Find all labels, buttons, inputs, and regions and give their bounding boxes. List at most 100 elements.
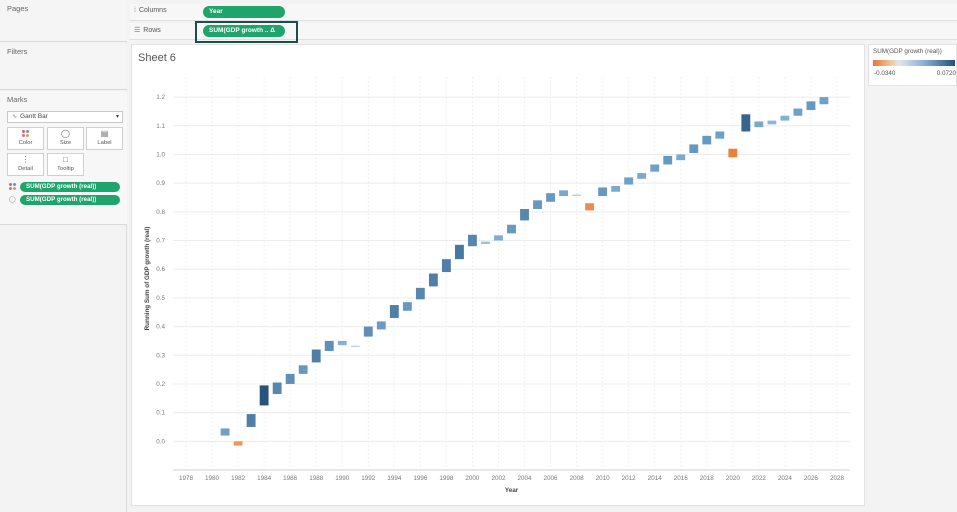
- gantt-bar[interactable]: [676, 154, 686, 161]
- gantt-bar[interactable]: [728, 148, 738, 158]
- gantt-bar[interactable]: [363, 326, 373, 337]
- gantt-bar[interactable]: [741, 114, 751, 132]
- gantt-bar[interactable]: [389, 305, 399, 318]
- gantt-bar[interactable]: [376, 321, 386, 330]
- x-tick-label: 2020: [726, 475, 741, 482]
- x-tick-label: 1992: [361, 475, 376, 482]
- gantt-bar[interactable]: [441, 259, 451, 273]
- gantt-bar[interactable]: [650, 164, 660, 172]
- gantt-bar[interactable]: [220, 428, 230, 436]
- gantt-bar[interactable]: [663, 155, 673, 165]
- x-tick-label: 2026: [804, 475, 819, 482]
- gantt-bar[interactable]: [468, 234, 477, 247]
- gantt-bar[interactable]: [754, 121, 764, 128]
- gantt-bar[interactable]: [715, 131, 725, 139]
- gantt-bar[interactable]: [533, 200, 542, 209]
- detail-icon: ⋮: [21, 155, 30, 164]
- x-tick-label: 2028: [830, 475, 845, 482]
- x-tick-label: 2000: [465, 475, 480, 482]
- gantt-bar[interactable]: [793, 108, 803, 116]
- columns-shelf[interactable]: ⁞ Columns Year: [130, 4, 957, 21]
- gantt-bar[interactable]: [637, 173, 647, 179]
- gantt-bar[interactable]: [702, 135, 712, 145]
- x-tick-label: 2012: [622, 475, 637, 482]
- color-field-pill[interactable]: SUM(GDP growth (real)): [20, 181, 120, 192]
- gantt-bar[interactable]: [520, 208, 529, 221]
- size-icon: ◯: [61, 129, 70, 138]
- x-tick-label: 2024: [778, 475, 793, 482]
- y-tick-label: 0.7: [156, 238, 165, 245]
- size-field-pill[interactable]: SUM(GDP growth (real)): [20, 194, 120, 205]
- gantt-bar[interactable]: [780, 115, 790, 121]
- gantt-bar[interactable]: [428, 273, 438, 287]
- gdp-growth-pill[interactable]: SUM(GDP growth .. Δ: [203, 25, 285, 37]
- gantt-bar[interactable]: [324, 340, 334, 351]
- gantt-bar[interactable]: [611, 186, 621, 192]
- y-tick-label: 0.9: [156, 180, 165, 187]
- color-button[interactable]: Color: [7, 127, 44, 150]
- x-tick-label: 1994: [387, 475, 402, 482]
- gantt-bar[interactable]: [559, 190, 569, 197]
- gantt-bar[interactable]: [494, 235, 503, 241]
- label-button[interactable]: ▤ Label: [86, 127, 123, 150]
- x-tick-label: 2006: [544, 475, 559, 482]
- y-tick-label: 0.3: [156, 352, 165, 359]
- gantt-bar[interactable]: [806, 101, 816, 110]
- x-tick-label: 2004: [518, 475, 533, 482]
- gantt-bar[interactable]: [402, 302, 412, 311]
- x-tick-label: 1988: [309, 475, 324, 482]
- filters-card[interactable]: Filters: [0, 43, 127, 90]
- marks-title: Marks: [7, 95, 28, 104]
- size-icon: ◯: [9, 197, 16, 203]
- tooltip-button[interactable]: □ Tooltip: [47, 153, 84, 176]
- gantt-bar[interactable]: [598, 187, 608, 197]
- gantt-bar[interactable]: [246, 414, 256, 427]
- gantt-bar[interactable]: [285, 373, 295, 384]
- x-tick-label: 1996: [413, 475, 428, 482]
- rows-shelf[interactable]: ☰ Rows SUM(GDP growth .. Δ: [130, 23, 957, 40]
- gantt-bar[interactable]: [415, 287, 425, 300]
- gantt-bar[interactable]: [767, 120, 777, 125]
- gantt-bar[interactable]: [624, 177, 634, 185]
- gantt-bar[interactable]: [507, 224, 516, 234]
- gantt-bar[interactable]: [233, 441, 243, 446]
- y-tick-label: 0.4: [156, 324, 165, 331]
- x-tick-label: 1978: [179, 475, 194, 482]
- mark-type-dropdown[interactable]: ∿ Gantt Bar ▾: [7, 111, 123, 123]
- legend-gradient: [873, 60, 955, 66]
- gantt-bar[interactable]: [585, 203, 595, 211]
- gantt-bar[interactable]: [272, 382, 282, 394]
- sheet-title[interactable]: Sheet 6: [138, 52, 176, 64]
- gantt-bar[interactable]: [350, 345, 360, 347]
- gantt-bar[interactable]: [819, 97, 829, 105]
- y-tick-label: 1.0: [156, 151, 165, 158]
- gantt-bar[interactable]: [454, 244, 464, 260]
- gantt-bar[interactable]: [311, 349, 321, 363]
- sheet-view: Sheet 6 0.0 0.1 0.2 0.3 0.4 0.5 0.6 0.7 0.8 0.9 1.…: [131, 44, 865, 506]
- gantt-bar[interactable]: [689, 144, 699, 154]
- legend-max-label: 0.0720: [936, 70, 956, 77]
- color-legend[interactable]: SUM(GDP growth (real)) -0.0340 0.0720: [868, 44, 957, 86]
- gantt-bar[interactable]: [546, 193, 555, 202]
- size-button[interactable]: ◯ Size: [47, 127, 84, 150]
- gantt-bar[interactable]: [337, 340, 347, 346]
- gantt-bar[interactable]: [481, 241, 490, 244]
- tooltip-label: Tooltip: [57, 166, 74, 172]
- size-pill-row: ◯ SUM(GDP growth (real)): [9, 194, 120, 205]
- pages-card[interactable]: Pages: [0, 0, 127, 42]
- y-tick-label: 0.0: [156, 438, 165, 445]
- size-label: Size: [59, 140, 72, 146]
- gantt-bar[interactable]: [298, 365, 308, 374]
- gantt-bar[interactable]: [207, 441, 217, 443]
- rows-label: Rows: [143, 27, 161, 34]
- x-tick-label: 1990: [335, 475, 350, 482]
- x-tick-label: 2022: [752, 475, 767, 482]
- y-tick-label: 1.2: [156, 94, 165, 101]
- columns-icon: ⁞: [134, 7, 136, 14]
- year-pill[interactable]: Year: [203, 6, 285, 18]
- gantt-bar[interactable]: [259, 385, 269, 406]
- filters-title: Filters: [7, 47, 28, 56]
- detail-button[interactable]: ⋮ Detail: [7, 153, 44, 176]
- gantt-bar[interactable]: [572, 194, 582, 196]
- rows-pill-highlight: [195, 21, 298, 43]
